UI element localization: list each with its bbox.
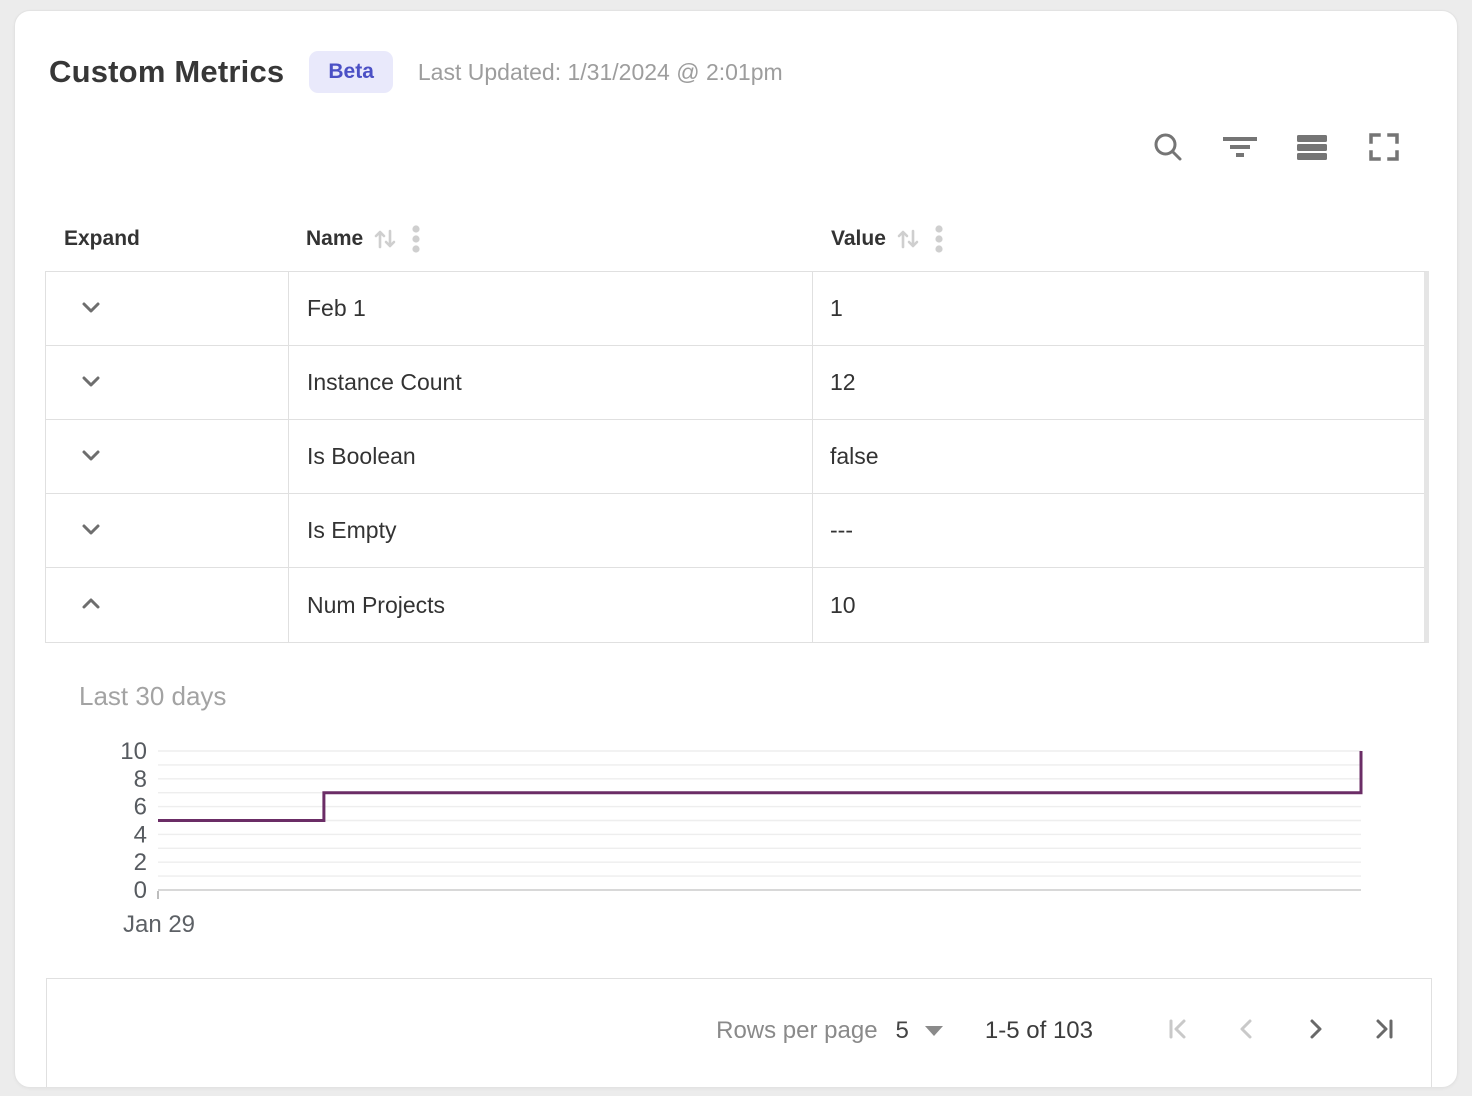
fullscreen-icon [1368, 130, 1400, 167]
rows-per-page-label: Rows per page [716, 1016, 878, 1044]
previous-page-button[interactable] [1225, 1009, 1269, 1053]
svg-text:8: 8 [134, 766, 147, 793]
value-cell: 1 [830, 295, 843, 321]
expand-row-button[interactable] [76, 516, 106, 546]
chevron-left-icon [1233, 1015, 1261, 1046]
first-page-icon [1165, 1015, 1193, 1046]
value-cell: false [830, 443, 879, 469]
custom-metrics-card: Custom Metrics Beta Last Updated: 1/31/2… [14, 10, 1458, 1088]
chevron-up-icon [77, 590, 105, 621]
column-menu-icon[interactable] [411, 223, 421, 255]
expand-row-button[interactable] [76, 368, 106, 398]
page-header: Custom Metrics Beta Last Updated: 1/31/2… [49, 51, 783, 93]
column-label-name[interactable]: Name [306, 227, 364, 250]
expand-cell [46, 420, 289, 493]
name-cell: Is Boolean [289, 420, 813, 493]
column-label-expand: Expand [64, 227, 140, 250]
collapse-row-button[interactable] [76, 590, 106, 620]
chevron-down-icon [77, 293, 105, 324]
density-button[interactable] [1293, 129, 1331, 167]
beta-badge: Beta [309, 51, 393, 93]
name-cell: Is Empty [289, 494, 813, 567]
caret-down-icon [924, 1025, 943, 1036]
name-cell: Instance Count [289, 346, 813, 419]
last-page-icon [1369, 1015, 1397, 1046]
table-row-expanded: Num Projects 10 [46, 568, 1424, 642]
sort-icon[interactable] [372, 226, 398, 252]
sort-icon[interactable] [895, 226, 921, 252]
last-updated-text: Last Updated: 1/31/2024 @ 2:01pm [417, 58, 783, 85]
chevron-down-icon [77, 367, 105, 398]
last-page-button[interactable] [1361, 1009, 1405, 1053]
expand-row-button[interactable] [76, 442, 106, 472]
column-header-name[interactable]: Name [288, 223, 813, 255]
column-label-value[interactable]: Value [831, 227, 886, 250]
fullscreen-button[interactable] [1365, 129, 1403, 167]
svg-text:Jan 29: Jan 29 [123, 911, 195, 938]
svg-text:2: 2 [134, 849, 147, 876]
value-cell: 10 [830, 591, 856, 618]
expand-cell [46, 568, 289, 642]
table-row: Feb 1 1 [46, 272, 1424, 346]
column-header-value[interactable]: Value [813, 223, 1429, 255]
value-cell: 12 [830, 369, 856, 395]
search-button[interactable] [1149, 129, 1187, 167]
pagination-range-label: 1-5 of 103 [984, 1016, 1093, 1044]
filter-icon [1222, 130, 1258, 167]
table-header-row: Expand Name Value [45, 207, 1429, 271]
expand-cell [46, 346, 289, 419]
svg-text:0: 0 [134, 877, 147, 904]
filter-button[interactable] [1221, 129, 1259, 167]
detail-panel-title: Last 30 days [79, 681, 227, 711]
table-row: Instance Count 12 [46, 346, 1424, 420]
expand-row-button[interactable] [76, 294, 106, 324]
page-title: Custom Metrics [49, 54, 285, 89]
table-body: Feb 1 1 Instance Count 12 [45, 271, 1429, 643]
chevron-down-icon [77, 441, 105, 472]
table-footer: Rows per page 5 1-5 of 103 [46, 978, 1432, 1087]
name-cell: Num Projects [289, 568, 813, 642]
chevron-right-icon [1301, 1015, 1329, 1046]
expand-cell [46, 272, 289, 345]
value-cell: --- [830, 517, 853, 543]
svg-text:10: 10 [120, 740, 147, 765]
metric-history-chart: 0 2 4 6 8 10 Jan 29 [96, 738, 1386, 950]
table-row: Is Boolean false [46, 420, 1424, 494]
search-icon [1151, 130, 1185, 167]
chevron-down-icon [77, 515, 105, 546]
next-page-button[interactable] [1293, 1009, 1337, 1053]
expand-cell [46, 494, 289, 567]
svg-text:6: 6 [134, 794, 147, 821]
metrics-table: Expand Name Value [45, 207, 1429, 643]
rows-per-page-select[interactable]: 5 [896, 1017, 943, 1045]
column-menu-icon[interactable] [934, 223, 944, 255]
svg-text:4: 4 [134, 821, 147, 848]
density-icon [1296, 130, 1328, 167]
grid-toolbar [1149, 129, 1403, 167]
table-row: Is Empty --- [46, 494, 1424, 568]
name-cell: Feb 1 [289, 272, 813, 345]
first-page-button[interactable] [1157, 1009, 1201, 1053]
rows-per-page-value[interactable]: 5 [895, 1016, 909, 1044]
column-header-expand: Expand [45, 227, 288, 251]
